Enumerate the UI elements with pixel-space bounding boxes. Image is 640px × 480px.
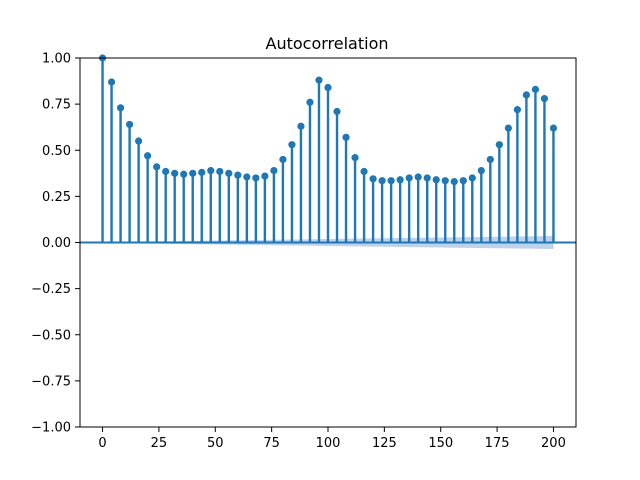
acf-point — [477, 166, 485, 175]
x-tick-label: 125 — [372, 436, 397, 451]
x-axis-ticks: 0 25 50 75 100 125 150 175 200 — [98, 427, 566, 451]
acf-point — [107, 78, 116, 86]
acf-point — [531, 85, 540, 93]
acf-point — [198, 168, 206, 176]
acf-point — [270, 166, 278, 175]
acf-point — [495, 141, 503, 149]
y-tick-label: 0.00 — [42, 236, 71, 251]
acf-point — [468, 174, 476, 182]
acf-point — [522, 91, 531, 99]
acf-point — [351, 154, 359, 162]
acf-point — [243, 173, 251, 181]
acf-point — [162, 167, 170, 176]
acf-point — [297, 122, 305, 130]
acf-point — [252, 174, 260, 182]
y-tick-label: −1.00 — [31, 421, 71, 436]
y-tick-label: 0.75 — [42, 98, 71, 113]
x-tick-label: 50 — [207, 436, 224, 451]
x-tick-label: 175 — [485, 436, 510, 451]
acf-point — [450, 178, 458, 186]
acf-point — [432, 176, 440, 184]
acf-point — [324, 83, 332, 92]
acf-point — [387, 177, 395, 185]
acf-point — [234, 171, 242, 179]
acf-point — [135, 137, 143, 145]
acf-point — [360, 167, 368, 176]
y-axis-ticks: 1.00 0.75 0.50 0.25 0.00 −0.25 −0.50 −0.75 −1.00 — [31, 52, 80, 436]
acf-point — [414, 173, 422, 181]
acf-point — [342, 133, 350, 141]
x-tick-label: 75 — [263, 436, 280, 451]
acf-point — [486, 155, 494, 164]
acf-point — [216, 167, 224, 176]
acf-point — [540, 94, 549, 103]
acf-point — [441, 177, 449, 185]
acf-point — [171, 169, 179, 177]
marker-layer — [98, 54, 558, 186]
x-tick-label: 0 — [98, 436, 106, 451]
acf-point — [126, 120, 134, 129]
acf-point — [153, 163, 161, 171]
acf-point — [423, 174, 431, 182]
stem-layer — [101, 58, 555, 243]
chart-title: Autocorrelation — [266, 34, 389, 53]
acf-point — [405, 174, 413, 182]
acf-point — [504, 124, 512, 132]
acf-point — [315, 76, 323, 84]
acf-point — [225, 169, 233, 177]
acf-point — [279, 155, 287, 164]
acf-point — [180, 170, 188, 178]
y-tick-label: 0.50 — [42, 144, 71, 159]
acf-point — [144, 152, 152, 160]
acf-point — [369, 175, 377, 183]
acf-point — [459, 177, 467, 185]
acf-point — [333, 107, 341, 116]
x-tick-label: 200 — [541, 436, 566, 451]
y-tick-label: −0.50 — [31, 328, 71, 343]
acf-point — [306, 98, 314, 106]
y-tick-label: 0.25 — [42, 190, 71, 205]
acf-point — [288, 141, 296, 149]
acf-point — [549, 124, 558, 132]
x-tick-label: 150 — [428, 436, 453, 451]
acf-point — [116, 104, 125, 112]
x-tick-label: 100 — [316, 436, 341, 451]
acf-point — [189, 169, 197, 177]
acf-point — [261, 172, 269, 180]
y-tick-label: −0.75 — [31, 374, 71, 389]
acf-point — [396, 176, 404, 184]
acf-point — [207, 166, 215, 175]
acf-point — [513, 106, 521, 114]
x-tick-label: 25 — [151, 436, 168, 451]
acf-point — [378, 177, 386, 185]
y-tick-label: −0.25 — [31, 282, 71, 297]
y-tick-label: 1.00 — [42, 52, 71, 67]
